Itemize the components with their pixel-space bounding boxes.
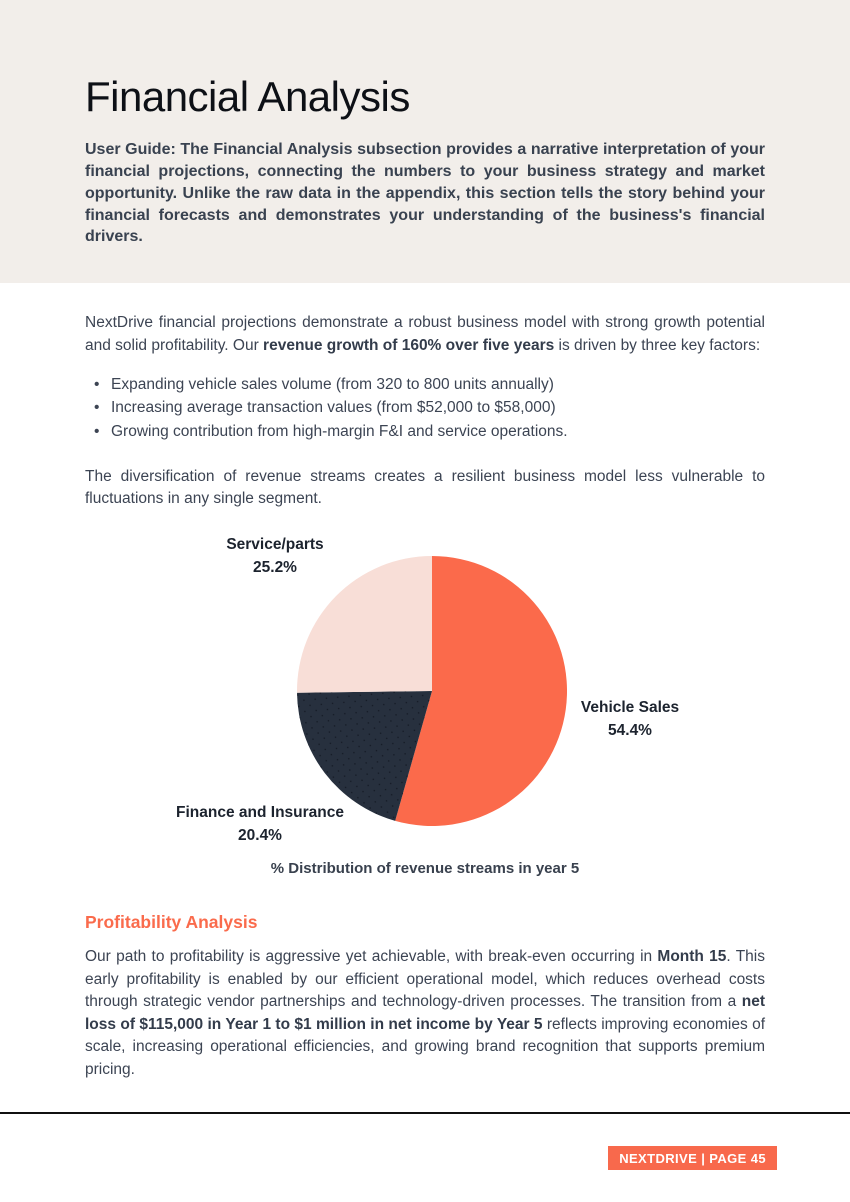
page-title: Financial Analysis [85, 73, 410, 120]
user-guide-note: User Guide: The Financial Analysis subse… [85, 141, 765, 246]
pie-label-finance-insurance: Finance and Insurance 20.4% [176, 801, 344, 847]
profitability-heading: Profitability Analysis [85, 911, 258, 932]
pie-slice-service-parts [297, 555, 432, 693]
diversification-paragraph: The diversification of revenue streams c… [85, 467, 765, 508]
list-item: Expanding vehicle sales volume (from 320… [85, 373, 765, 396]
pie-slice-dot-texture [297, 690, 432, 821]
pie-label-value: 25.2% [253, 558, 297, 576]
list-item: Growing contribution from high-margin F&… [85, 420, 765, 443]
pie-label-name: Service/parts [226, 535, 324, 553]
footer-divider [0, 1112, 850, 1114]
header-band: Financial Analysis User Guide: The Finan… [0, 0, 850, 283]
pie-label-vehicle-sales: Vehicle Sales 54.4% [581, 696, 679, 742]
pie-label-name: Finance and Insurance [176, 803, 344, 821]
footer-page-badge: NEXTDRIVE | PAGE 45 [608, 1146, 777, 1170]
page-content: NextDrive financial projections demonstr… [0, 312, 850, 1082]
pie-slice-vehicle-sales [395, 555, 567, 826]
list-item: Increasing average transaction values (f… [85, 396, 765, 419]
pie-label-service-parts: Service/parts 25.2% [226, 533, 323, 579]
chart-caption: % Distribution of revenue streams in yea… [270, 859, 580, 877]
pie-chart-svg [297, 555, 567, 826]
growth-factors-list: Expanding vehicle sales volume (from 320… [85, 373, 765, 443]
pie-label-value: 20.4% [238, 826, 282, 844]
profitability-paragraph: Our path to profitability is aggressive … [85, 947, 765, 1078]
pie-label-value: 54.4% [608, 721, 652, 739]
revenue-pie-chart: Service/parts 25.2% Vehicle Sales 54.4% … [85, 529, 765, 891]
pie-label-name: Vehicle Sales [580, 698, 680, 716]
intro-paragraph: NextDrive financial projections demonstr… [85, 314, 765, 354]
